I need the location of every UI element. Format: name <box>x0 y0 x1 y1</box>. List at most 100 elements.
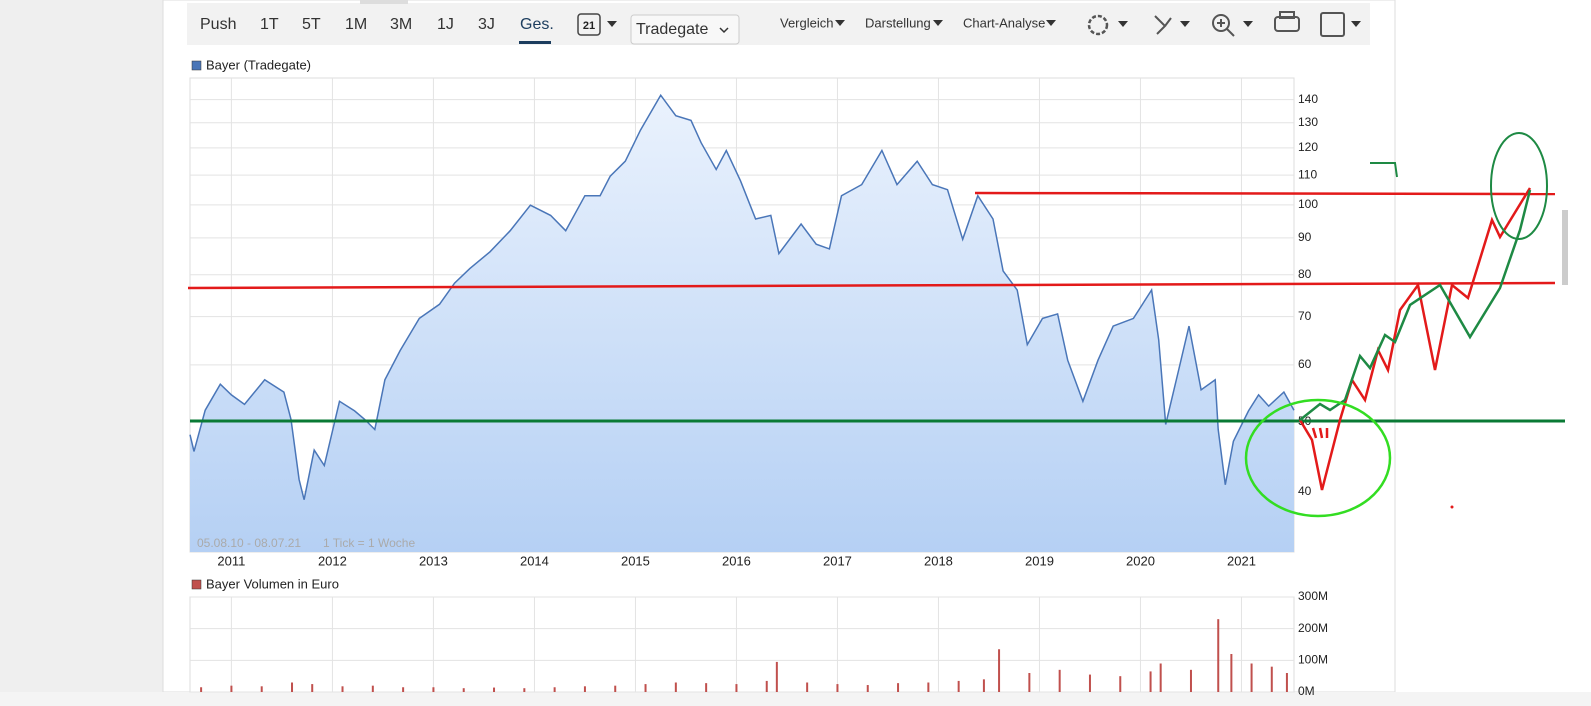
volume-bar <box>200 687 203 692</box>
settings-icon[interactable] <box>1087 14 1109 36</box>
y-tick-label: 70 <box>1298 309 1312 323</box>
volume-bar <box>614 685 617 692</box>
select-arrow <box>719 27 729 34</box>
volume-bar <box>1159 663 1162 692</box>
period-button[interactable]: 1T <box>260 16 279 33</box>
period-button[interactable]: 3M <box>390 16 412 33</box>
y-tick-label: 110 <box>1298 167 1317 181</box>
y-tick-label: 120 <box>1298 140 1318 154</box>
volume-bar <box>644 684 647 692</box>
y-tick-label: 100M <box>1298 653 1328 667</box>
dropdown-arrow <box>835 20 845 26</box>
calendar-icon[interactable] <box>577 13 601 36</box>
volume-bar <box>735 684 738 692</box>
volume-bar <box>1217 619 1220 692</box>
volume-bar <box>1028 673 1031 692</box>
bottom-margin <box>0 692 1591 706</box>
indicators-icon[interactable] <box>1154 15 1172 35</box>
drawn-line <box>974 191 1556 196</box>
menu[interactable]: Darstellung <box>865 15 931 30</box>
x-tick-label: 2012 <box>318 553 347 568</box>
x-tick-label: 2018 <box>924 553 953 568</box>
y-tick-label: 0M <box>1298 684 1315 698</box>
y-tick-label: 140 <box>1298 92 1318 106</box>
volume-bar <box>927 682 930 692</box>
volume-bar <box>1285 673 1288 692</box>
legend-label: Bayer (Tradegate) <box>206 57 311 72</box>
volume-bar <box>1058 669 1061 692</box>
volume-bar <box>1230 654 1233 692</box>
volume-bar <box>674 682 677 692</box>
toolbar-bg <box>187 3 1370 45</box>
y-tick-label: 80 <box>1298 267 1312 281</box>
toolbar: Push 1T 5T 1M 3M 1J 3J Ges. 21 Tradegate… <box>187 0 1370 45</box>
y-tick-label: 40 <box>1298 484 1312 498</box>
area-fill <box>190 95 1294 552</box>
legend-label: Bayer Volumen in Euro <box>206 576 339 591</box>
x-tick-label: 2019 <box>1025 553 1054 568</box>
zoom-icon-detail <box>1217 19 1235 37</box>
volume-bar <box>836 684 839 692</box>
dropdown-arrow <box>607 21 617 27</box>
menu[interactable]: Chart-Analyse <box>963 15 1045 30</box>
calendar-day: 21 <box>583 20 595 32</box>
charts: 2011 2012 2013 2014 2015 2016 2017 2018 2019 2020… <box>189 57 1328 698</box>
x-tick-label: 2020 <box>1126 553 1155 568</box>
period-button[interactable]: 5T <box>302 16 321 33</box>
volume-bar <box>230 685 233 692</box>
dropdown-arrow <box>933 20 943 26</box>
volume-bar <box>371 685 374 692</box>
period-button[interactable]: Push <box>200 16 236 33</box>
volume-bar <box>291 682 294 692</box>
x-tick-label: 2016 <box>722 553 751 568</box>
volume-bar <box>957 680 960 692</box>
y-tick-label: 300M <box>1298 589 1328 603</box>
volume-bar <box>1149 671 1152 692</box>
menu[interactable]: Vergleich <box>780 15 833 30</box>
period-button-active[interactable]: Ges. <box>520 16 554 33</box>
toolbar-tab <box>360 0 408 4</box>
y-tick-label: 60 <box>1298 357 1312 371</box>
exchange-select[interactable] <box>630 14 740 45</box>
volume-bar <box>982 679 985 692</box>
dropdown-arrow <box>1243 21 1253 27</box>
x-tick-label: 2015 <box>621 553 650 568</box>
y-tick-label: 90 <box>1298 230 1312 244</box>
drawn-zigzag <box>1299 189 1532 421</box>
volume-bar <box>1119 676 1122 692</box>
drawn-ellipse <box>1244 398 1392 518</box>
plot-area <box>189 596 1295 693</box>
active-underline <box>519 41 551 44</box>
volume-bar <box>765 680 768 692</box>
volume-bar <box>493 687 496 692</box>
y-tick-label: 100 <box>1298 197 1318 211</box>
price-line <box>189 93 1295 500</box>
legend-swatch <box>191 60 202 71</box>
dropdown-arrow <box>1118 21 1128 27</box>
volume-bar <box>260 686 263 692</box>
x-tick-label: 2021 <box>1227 553 1256 568</box>
zoom-icon[interactable] <box>1212 14 1230 32</box>
volume-bar <box>1270 666 1273 692</box>
user-drawings <box>187 132 1565 518</box>
y-tick-label: 130 <box>1298 115 1318 129</box>
volume-bar <box>402 687 405 692</box>
x-tick-label: 2011 <box>217 553 245 568</box>
drawn-mark <box>1370 162 1398 178</box>
drawn-ellipse <box>1490 132 1548 240</box>
period-button[interactable]: 1J <box>437 16 454 33</box>
left-margin <box>0 0 163 706</box>
volume-bar <box>1250 663 1253 692</box>
period-button[interactable]: 1M <box>345 16 367 33</box>
save-icon[interactable] <box>1320 12 1345 37</box>
print-icon-detail <box>1279 11 1295 19</box>
range-label: 05.08.10 - 08.07.21 <box>197 536 301 550</box>
period-button[interactable]: 3J <box>478 16 495 33</box>
volume-bar <box>775 661 778 692</box>
volume-bar <box>705 683 708 692</box>
volume-bar <box>311 684 314 692</box>
volume-bar <box>553 687 556 692</box>
volume-bar <box>523 688 526 692</box>
x-tick-label: 2013 <box>419 553 448 568</box>
